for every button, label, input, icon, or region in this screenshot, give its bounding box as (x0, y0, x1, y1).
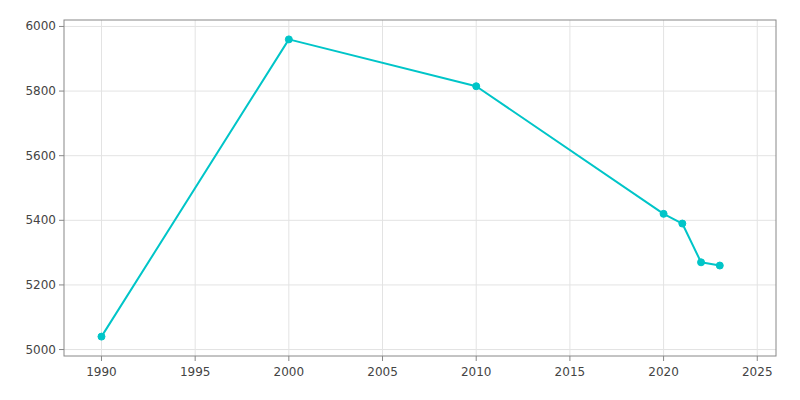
tick-x (288, 356, 289, 361)
point (679, 220, 686, 227)
plot-frame (64, 20, 776, 356)
tick-x (101, 356, 102, 361)
grid-line-x (476, 20, 477, 356)
tick-y (59, 284, 64, 285)
tick-label-y: 5000 (25, 343, 56, 357)
tick-x (476, 356, 477, 361)
plot-background (64, 20, 776, 356)
grid (59, 20, 776, 361)
point (716, 262, 723, 269)
tick-label-y: 5600 (25, 149, 56, 163)
tick-label-x: 2015 (555, 365, 586, 379)
tick-y (59, 155, 64, 156)
tick-label-x: 2020 (648, 365, 679, 379)
tick-label-x: 2010 (461, 365, 492, 379)
tick-y (59, 26, 64, 27)
tick-label-x: 1995 (180, 365, 211, 379)
grid-line-x (569, 20, 570, 356)
tick-label-y: 6000 (25, 19, 56, 33)
grid-line-x (101, 20, 102, 356)
series (98, 36, 723, 340)
tick-label-x: 1990 (86, 365, 117, 379)
tick-x (663, 356, 664, 361)
point (660, 210, 667, 217)
chart: 5000 5200 5400 5600 5800 6000 1990 1995 2000 2005… (0, 0, 800, 400)
point (98, 333, 105, 340)
tick-label-y: 5800 (25, 84, 56, 98)
tick-label-y: 5400 (25, 213, 56, 227)
line (101, 39, 719, 336)
tick-x (569, 356, 570, 361)
grid-line-y (64, 349, 776, 350)
tick-label-y: 5200 (25, 278, 56, 292)
chart-container: 5000 5200 5400 5600 5800 6000 1990 1995 2000 2005… (0, 0, 800, 400)
grid-line-y (64, 91, 776, 92)
tick-x (757, 356, 758, 361)
point (698, 259, 705, 266)
grid-line-x (757, 20, 758, 356)
grid-line-y (64, 26, 776, 27)
grid-line-x (663, 20, 664, 356)
grid-line-x (288, 20, 289, 356)
tick-x (382, 356, 383, 361)
tick-label-x: 2000 (274, 365, 305, 379)
point (473, 83, 480, 90)
tick-y (59, 220, 64, 221)
grid-line-y (64, 155, 776, 156)
point (285, 36, 292, 43)
grid-line-y (64, 284, 776, 285)
tick-y (59, 91, 64, 92)
grid-line-y (64, 220, 776, 221)
tick-labels: 5000 5200 5400 5600 5800 6000 1990 1995 2000 2005… (25, 19, 772, 379)
grid-line-x (382, 20, 383, 356)
tick-y (59, 349, 64, 350)
tick-label-x: 2025 (742, 365, 773, 379)
tick-label-x: 2005 (367, 365, 398, 379)
tick-x (195, 356, 196, 361)
